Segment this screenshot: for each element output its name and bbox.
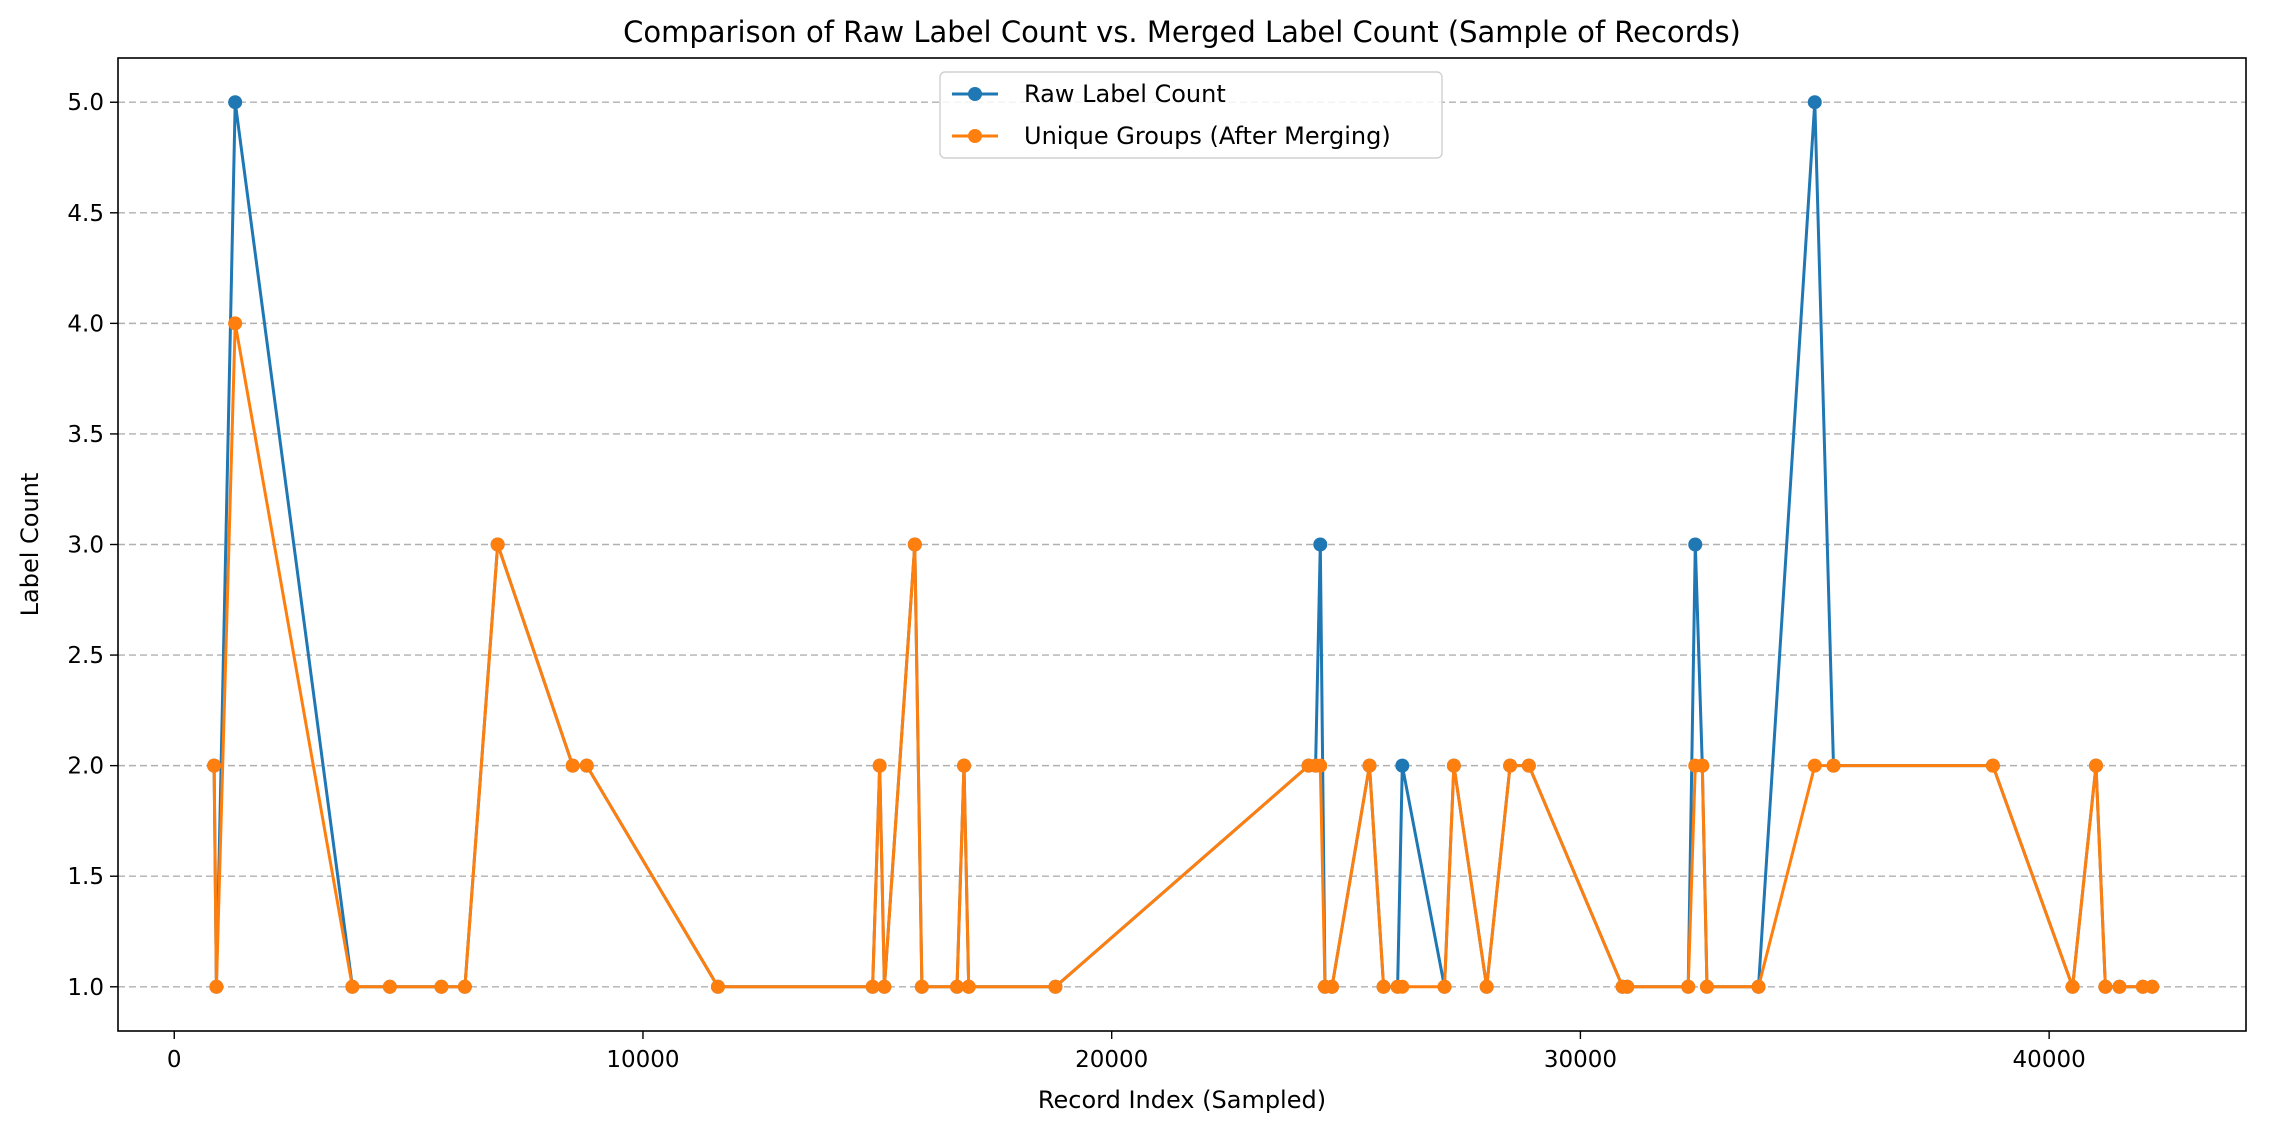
y-tick-label: 2.5 — [67, 643, 104, 669]
y-tick-label: 5.0 — [67, 90, 104, 116]
data-point — [2112, 979, 2127, 994]
y-axis-label: Label Count — [16, 473, 44, 617]
y-tick-label: 3.0 — [67, 533, 104, 559]
data-point — [710, 979, 725, 994]
data-point — [1751, 979, 1766, 994]
data-point — [2089, 758, 2104, 773]
data-point — [1688, 537, 1703, 552]
legend-swatch-marker — [968, 87, 982, 101]
data-point — [1681, 979, 1696, 994]
data-point — [228, 95, 243, 110]
data-point — [1826, 758, 1841, 773]
legend-box — [939, 71, 1443, 159]
x-axis-label: Record Index (Sampled) — [1038, 1086, 1326, 1114]
y-tick-label: 4.0 — [67, 311, 104, 337]
series-2 — [207, 316, 2160, 994]
data-point — [1521, 758, 1536, 773]
legend-entry-label: Unique Groups (After Merging) — [1024, 122, 1391, 150]
data-point — [434, 979, 449, 994]
x-tick-label: 30000 — [1544, 1047, 1617, 1073]
data-point — [907, 537, 922, 552]
data-point — [1985, 758, 2000, 773]
x-tick-label: 20000 — [1075, 1047, 1148, 1073]
data-point — [961, 979, 976, 994]
x-tick-label: 0 — [167, 1047, 182, 1073]
data-point — [1362, 758, 1377, 773]
data-point — [1503, 758, 1518, 773]
x-tick-label: 40000 — [2013, 1047, 2086, 1073]
data-point — [228, 316, 243, 331]
y-tick-label: 1.5 — [67, 864, 104, 890]
axis-ticks: 1.0 1.5 2.0 2.5 3.0 3.5 4.0 4.5 5.0 0 10000 20000 30… — [67, 90, 2085, 1073]
data-point — [1446, 758, 1461, 773]
data-point — [950, 979, 965, 994]
data-point — [1324, 979, 1339, 994]
data-point — [957, 758, 972, 773]
y-tick-label: 3.5 — [67, 422, 104, 448]
data-point — [1395, 979, 1410, 994]
data-point — [1807, 758, 1822, 773]
data-point — [1695, 758, 1710, 773]
data-point — [1699, 979, 1714, 994]
chart-title: Comparison of Raw Label Count vs. Merged… — [623, 15, 1741, 49]
data-point — [2145, 979, 2160, 994]
data-point — [865, 979, 880, 994]
y-tick-label: 2.0 — [67, 754, 104, 780]
x-tick-label: 10000 — [606, 1047, 679, 1073]
data-point — [345, 979, 360, 994]
series-layer — [207, 95, 2160, 994]
data-point — [490, 537, 505, 552]
data-point — [1048, 979, 1063, 994]
data-point — [1807, 95, 1822, 110]
data-point — [1376, 979, 1391, 994]
data-point — [579, 758, 594, 773]
data-point — [1313, 758, 1328, 773]
data-point — [877, 979, 892, 994]
legend: Raw Label Count Unique Groups (After Merg… — [939, 71, 1443, 159]
data-point — [1437, 979, 1452, 994]
data-point — [914, 979, 929, 994]
data-point — [209, 979, 224, 994]
data-point — [207, 758, 222, 773]
data-point — [2065, 979, 2080, 994]
legend-entry-label: Raw Label Count — [1024, 80, 1226, 108]
data-point — [565, 758, 580, 773]
y-tick-label: 1.0 — [67, 975, 104, 1001]
legend-swatch-marker — [968, 129, 982, 143]
data-point — [457, 979, 472, 994]
data-point — [872, 758, 887, 773]
data-point — [1620, 979, 1635, 994]
data-point — [1479, 979, 1494, 994]
data-point — [382, 979, 397, 994]
data-point — [1313, 537, 1328, 552]
data-point — [1395, 758, 1410, 773]
y-tick-label: 4.5 — [67, 201, 104, 227]
data-point — [2098, 979, 2113, 994]
